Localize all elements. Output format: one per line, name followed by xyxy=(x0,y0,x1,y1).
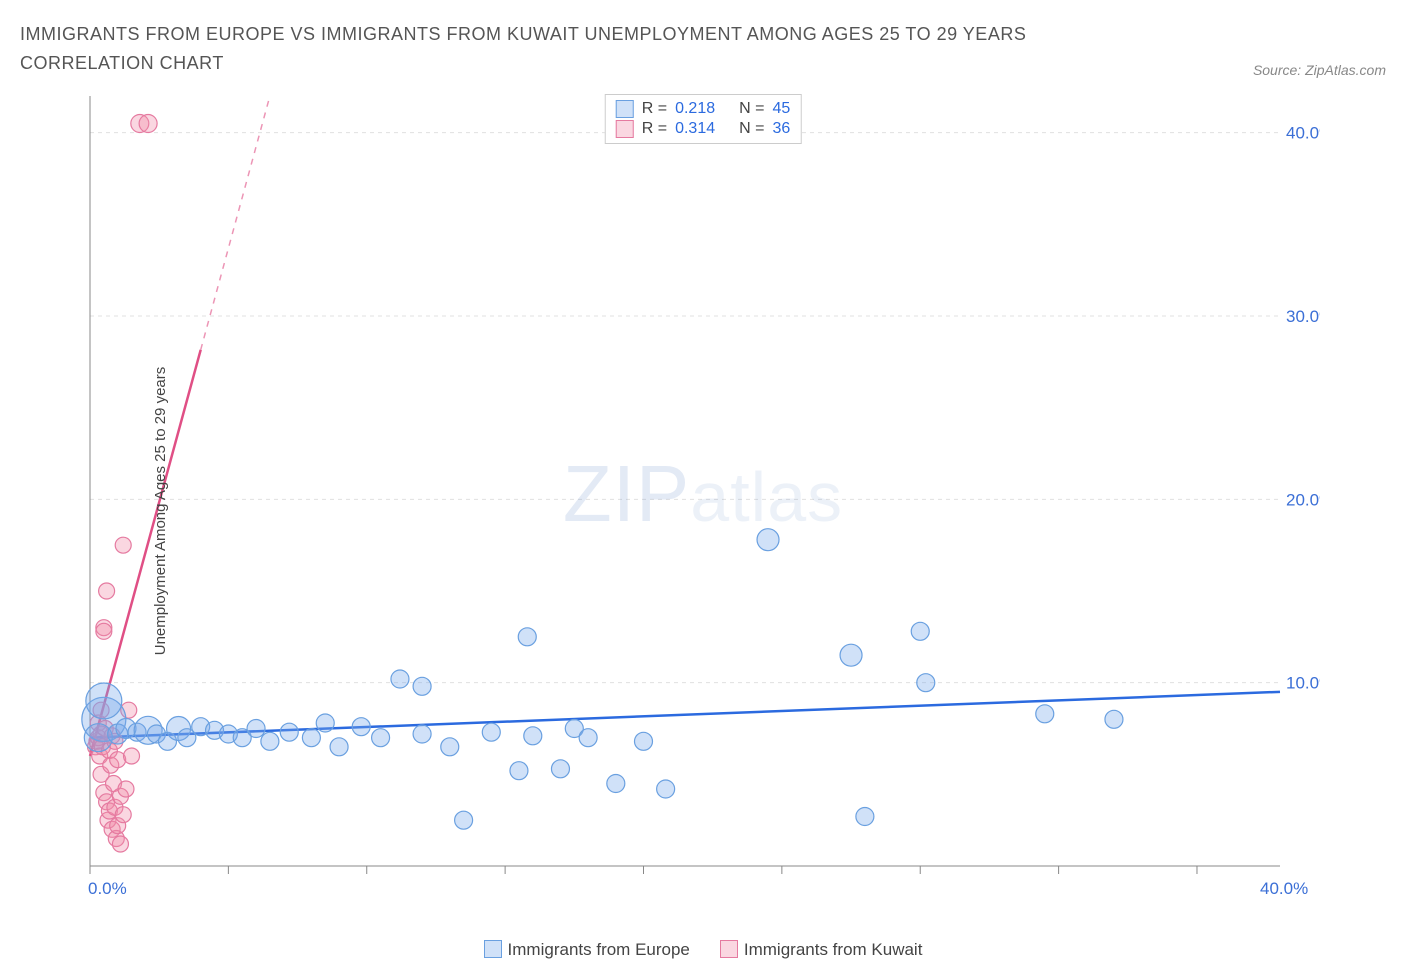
data-point xyxy=(302,728,320,746)
y-axis-label: Unemployment Among Ages 25 to 29 years xyxy=(152,366,169,655)
data-point xyxy=(757,528,779,550)
data-point xyxy=(1036,704,1054,722)
data-point xyxy=(330,737,348,755)
source-label: Source: ZipAtlas.com xyxy=(1253,62,1386,78)
data-point xyxy=(856,807,874,825)
data-point xyxy=(86,683,122,719)
data-point xyxy=(634,732,652,750)
correlation-chart: IMMIGRANTS FROM EUROPE VS IMMIGRANTS FRO… xyxy=(20,20,1386,960)
legend-item: Immigrants from Europe xyxy=(484,940,690,960)
data-point xyxy=(524,726,542,744)
data-point xyxy=(413,677,431,695)
data-point xyxy=(441,737,459,755)
data-point xyxy=(657,780,675,798)
data-point xyxy=(115,806,131,822)
data-point xyxy=(518,627,536,645)
svg-text:40.0%: 40.0% xyxy=(1260,879,1308,898)
data-point xyxy=(115,537,131,553)
data-point xyxy=(96,623,112,639)
data-point xyxy=(99,583,115,599)
data-point xyxy=(607,774,625,792)
data-point xyxy=(455,811,473,829)
data-point xyxy=(247,719,265,737)
data-point xyxy=(917,673,935,691)
data-point xyxy=(1105,710,1123,728)
data-point xyxy=(118,781,134,797)
data-point xyxy=(139,114,157,132)
legend-stats: R =0.218 N =45 R =0.314 N =36 xyxy=(605,94,802,144)
legend-item: Immigrants from Kuwait xyxy=(720,940,923,960)
data-point xyxy=(280,723,298,741)
svg-text:30.0%: 30.0% xyxy=(1286,307,1320,326)
data-point xyxy=(372,728,390,746)
data-point xyxy=(911,622,929,640)
data-point xyxy=(551,759,569,777)
data-point xyxy=(124,748,140,764)
svg-text:40.0%: 40.0% xyxy=(1286,123,1320,142)
svg-text:0.0%: 0.0% xyxy=(88,879,127,898)
svg-text:20.0%: 20.0% xyxy=(1286,490,1320,509)
data-point xyxy=(510,761,528,779)
data-point xyxy=(316,714,334,732)
data-point xyxy=(840,644,862,666)
legend-series: Immigrants from Europe Immigrants from Ku… xyxy=(20,936,1386,960)
svg-text:10.0%: 10.0% xyxy=(1286,673,1320,692)
data-point xyxy=(579,728,597,746)
data-point xyxy=(261,732,279,750)
chart-title: IMMIGRANTS FROM EUROPE VS IMMIGRANTS FRO… xyxy=(20,20,1120,78)
data-point xyxy=(112,836,128,852)
data-point xyxy=(352,717,370,735)
data-point xyxy=(413,725,431,743)
data-point xyxy=(391,670,409,688)
scatter-plot: 10.0% 20.0% 30.0% 40.0% 0.0% 40.0% xyxy=(20,86,1320,936)
data-point xyxy=(482,723,500,741)
